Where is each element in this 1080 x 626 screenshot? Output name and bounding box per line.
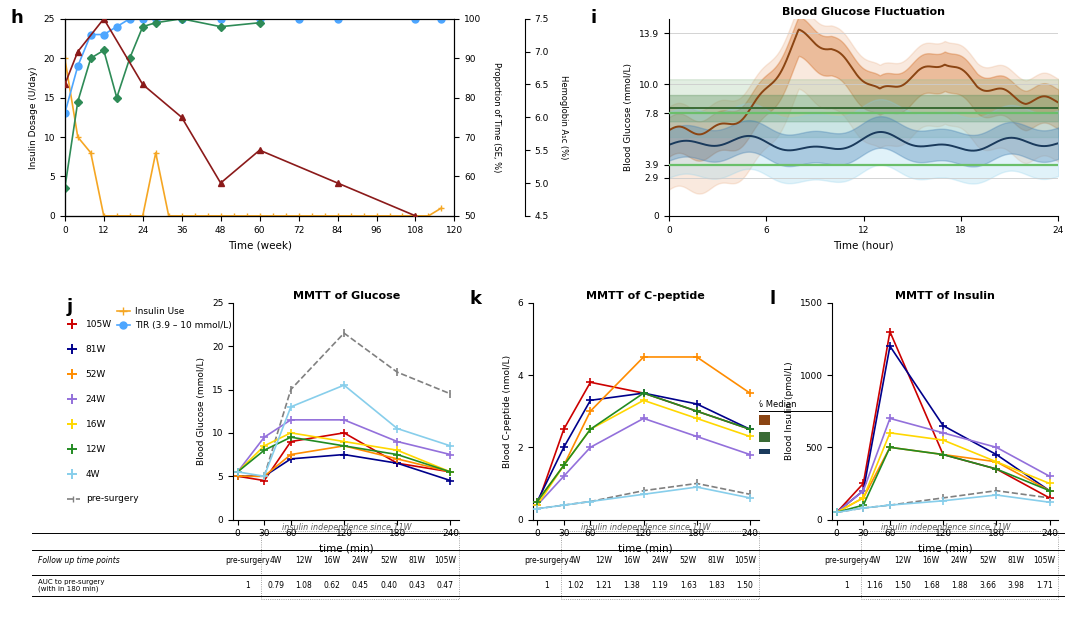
Text: 16W: 16W (623, 556, 640, 565)
Text: 0.40: 0.40 (380, 581, 397, 590)
Text: insulin independence since 11W: insulin independence since 11W (880, 523, 1010, 532)
Text: 52W: 52W (679, 556, 697, 565)
Text: 105W: 105W (1034, 556, 1055, 565)
Text: j: j (67, 299, 72, 317)
Text: 24W: 24W (352, 556, 369, 565)
Y-axis label: Hemoglobin A₁c (%): Hemoglobin A₁c (%) (559, 75, 568, 160)
Text: 16W: 16W (922, 556, 940, 565)
Text: AUC to pre-surgery
(with in 180 min): AUC to pre-surgery (with in 180 min) (38, 578, 105, 592)
Y-axis label: Blood Glucose (mmol/L): Blood Glucose (mmol/L) (624, 63, 633, 172)
Text: 5-95 % Range: 5-95 % Range (956, 401, 1014, 409)
Y-axis label: Blood Glucose (mmol/L): Blood Glucose (mmol/L) (198, 357, 206, 465)
Text: 0.43: 0.43 (408, 581, 426, 590)
Title: MMTT of Glucose: MMTT of Glucose (293, 290, 400, 300)
Text: 4W: 4W (85, 470, 100, 478)
FancyBboxPatch shape (833, 432, 877, 442)
Text: 24W: 24W (950, 556, 968, 565)
Title: Blood Glucose Fluctuation: Blood Glucose Fluctuation (782, 7, 945, 17)
Text: 1: 1 (245, 581, 249, 590)
FancyBboxPatch shape (833, 449, 877, 459)
Text: 105W: 105W (434, 556, 456, 565)
Text: 1.50: 1.50 (894, 581, 912, 590)
Text: 52W: 52W (85, 370, 106, 379)
Text: Pre-surgery: Pre-surgery (616, 416, 676, 424)
Y-axis label: Insulin Dosage (U/day): Insulin Dosage (U/day) (29, 66, 38, 168)
Text: pre-surgery: pre-surgery (525, 556, 569, 565)
Text: 25-75 % Range: 25-75 % Range (846, 401, 909, 409)
Text: Week 105: Week 105 (626, 449, 676, 458)
Text: 12W: 12W (595, 556, 612, 565)
FancyBboxPatch shape (833, 415, 877, 425)
X-axis label: time (min): time (min) (619, 544, 673, 554)
Text: 1.16: 1.16 (866, 581, 883, 590)
FancyBboxPatch shape (940, 432, 985, 442)
Text: 50 % Median: 50 % Median (742, 401, 797, 409)
Text: 12W: 12W (894, 556, 912, 565)
Text: 52W: 52W (380, 556, 397, 565)
Text: 1.21: 1.21 (595, 581, 611, 590)
Text: 16W: 16W (324, 556, 340, 565)
Text: 4W: 4W (868, 556, 881, 565)
Y-axis label: Blood C-peptide (nmol/L): Blood C-peptide (nmol/L) (502, 354, 512, 468)
Text: 81W: 81W (408, 556, 426, 565)
X-axis label: Time (week): Time (week) (228, 240, 292, 250)
Text: 1.83: 1.83 (708, 581, 725, 590)
Text: 0.79: 0.79 (267, 581, 284, 590)
Text: 1.68: 1.68 (922, 581, 940, 590)
Text: 24W: 24W (85, 395, 106, 404)
Text: 3.98: 3.98 (1008, 581, 1025, 590)
Text: 1: 1 (544, 581, 550, 590)
X-axis label: time (min): time (min) (319, 544, 374, 554)
Text: 81W: 81W (1008, 556, 1025, 565)
X-axis label: time (min): time (min) (918, 544, 973, 554)
Text: 0.45: 0.45 (352, 581, 369, 590)
Text: Follow up time points: Follow up time points (38, 556, 120, 565)
Y-axis label: Blood Insulin (pmol/L): Blood Insulin (pmol/L) (785, 362, 794, 461)
Text: 4W: 4W (569, 556, 581, 565)
Text: Week 52: Week 52 (632, 433, 676, 441)
Text: l: l (769, 290, 775, 308)
Text: 1.19: 1.19 (651, 581, 669, 590)
Text: 0.62: 0.62 (324, 581, 340, 590)
Text: 1.02: 1.02 (567, 581, 583, 590)
Title: MMTT of C-peptide: MMTT of C-peptide (586, 290, 705, 300)
Text: 24W: 24W (651, 556, 669, 565)
FancyBboxPatch shape (725, 432, 770, 442)
FancyBboxPatch shape (940, 415, 985, 425)
Title: MMTT of Insulin: MMTT of Insulin (895, 290, 996, 300)
Text: 1.63: 1.63 (679, 581, 697, 590)
Text: insulin independence since 11W: insulin independence since 11W (581, 523, 711, 532)
Text: i: i (591, 9, 597, 27)
Text: 12W: 12W (295, 556, 312, 565)
Text: 3.66: 3.66 (980, 581, 996, 590)
Text: 1.88: 1.88 (951, 581, 968, 590)
Text: 105W: 105W (85, 320, 112, 329)
Text: 105W: 105W (733, 556, 756, 565)
Text: 81W: 81W (708, 556, 725, 565)
Text: 12W: 12W (85, 444, 106, 454)
Text: 81W: 81W (85, 345, 106, 354)
Text: 0.47: 0.47 (436, 581, 454, 590)
FancyBboxPatch shape (940, 449, 985, 459)
Text: 52W: 52W (980, 556, 997, 565)
Text: 1.08: 1.08 (296, 581, 312, 590)
Text: pre-surgery: pre-surgery (824, 556, 868, 565)
Text: k: k (470, 290, 482, 308)
Text: 1.38: 1.38 (623, 581, 640, 590)
Text: pre-surgery: pre-surgery (225, 556, 270, 565)
Text: 1: 1 (845, 581, 849, 590)
X-axis label: Time (hour): Time (hour) (834, 240, 894, 250)
FancyBboxPatch shape (725, 415, 770, 425)
Text: 4W: 4W (269, 556, 282, 565)
Text: insulin independence since 11W: insulin independence since 11W (282, 523, 411, 532)
Legend: Insulin Use, TIR (3.9 – 10 mmol/L), HbA₁c, TITR (3.9 – 7.8 mmol/L): Insulin Use, TIR (3.9 – 10 mmol/L), HbA₁… (113, 304, 367, 334)
FancyBboxPatch shape (725, 449, 770, 459)
Text: 16W: 16W (85, 419, 106, 429)
Text: pre-surgery: pre-surgery (85, 495, 138, 503)
Text: 1.50: 1.50 (737, 581, 753, 590)
Y-axis label: Proportion of Time (SE, %): Proportion of Time (SE, %) (491, 62, 501, 173)
Text: 1.71: 1.71 (1036, 581, 1053, 590)
Text: h: h (10, 9, 23, 27)
